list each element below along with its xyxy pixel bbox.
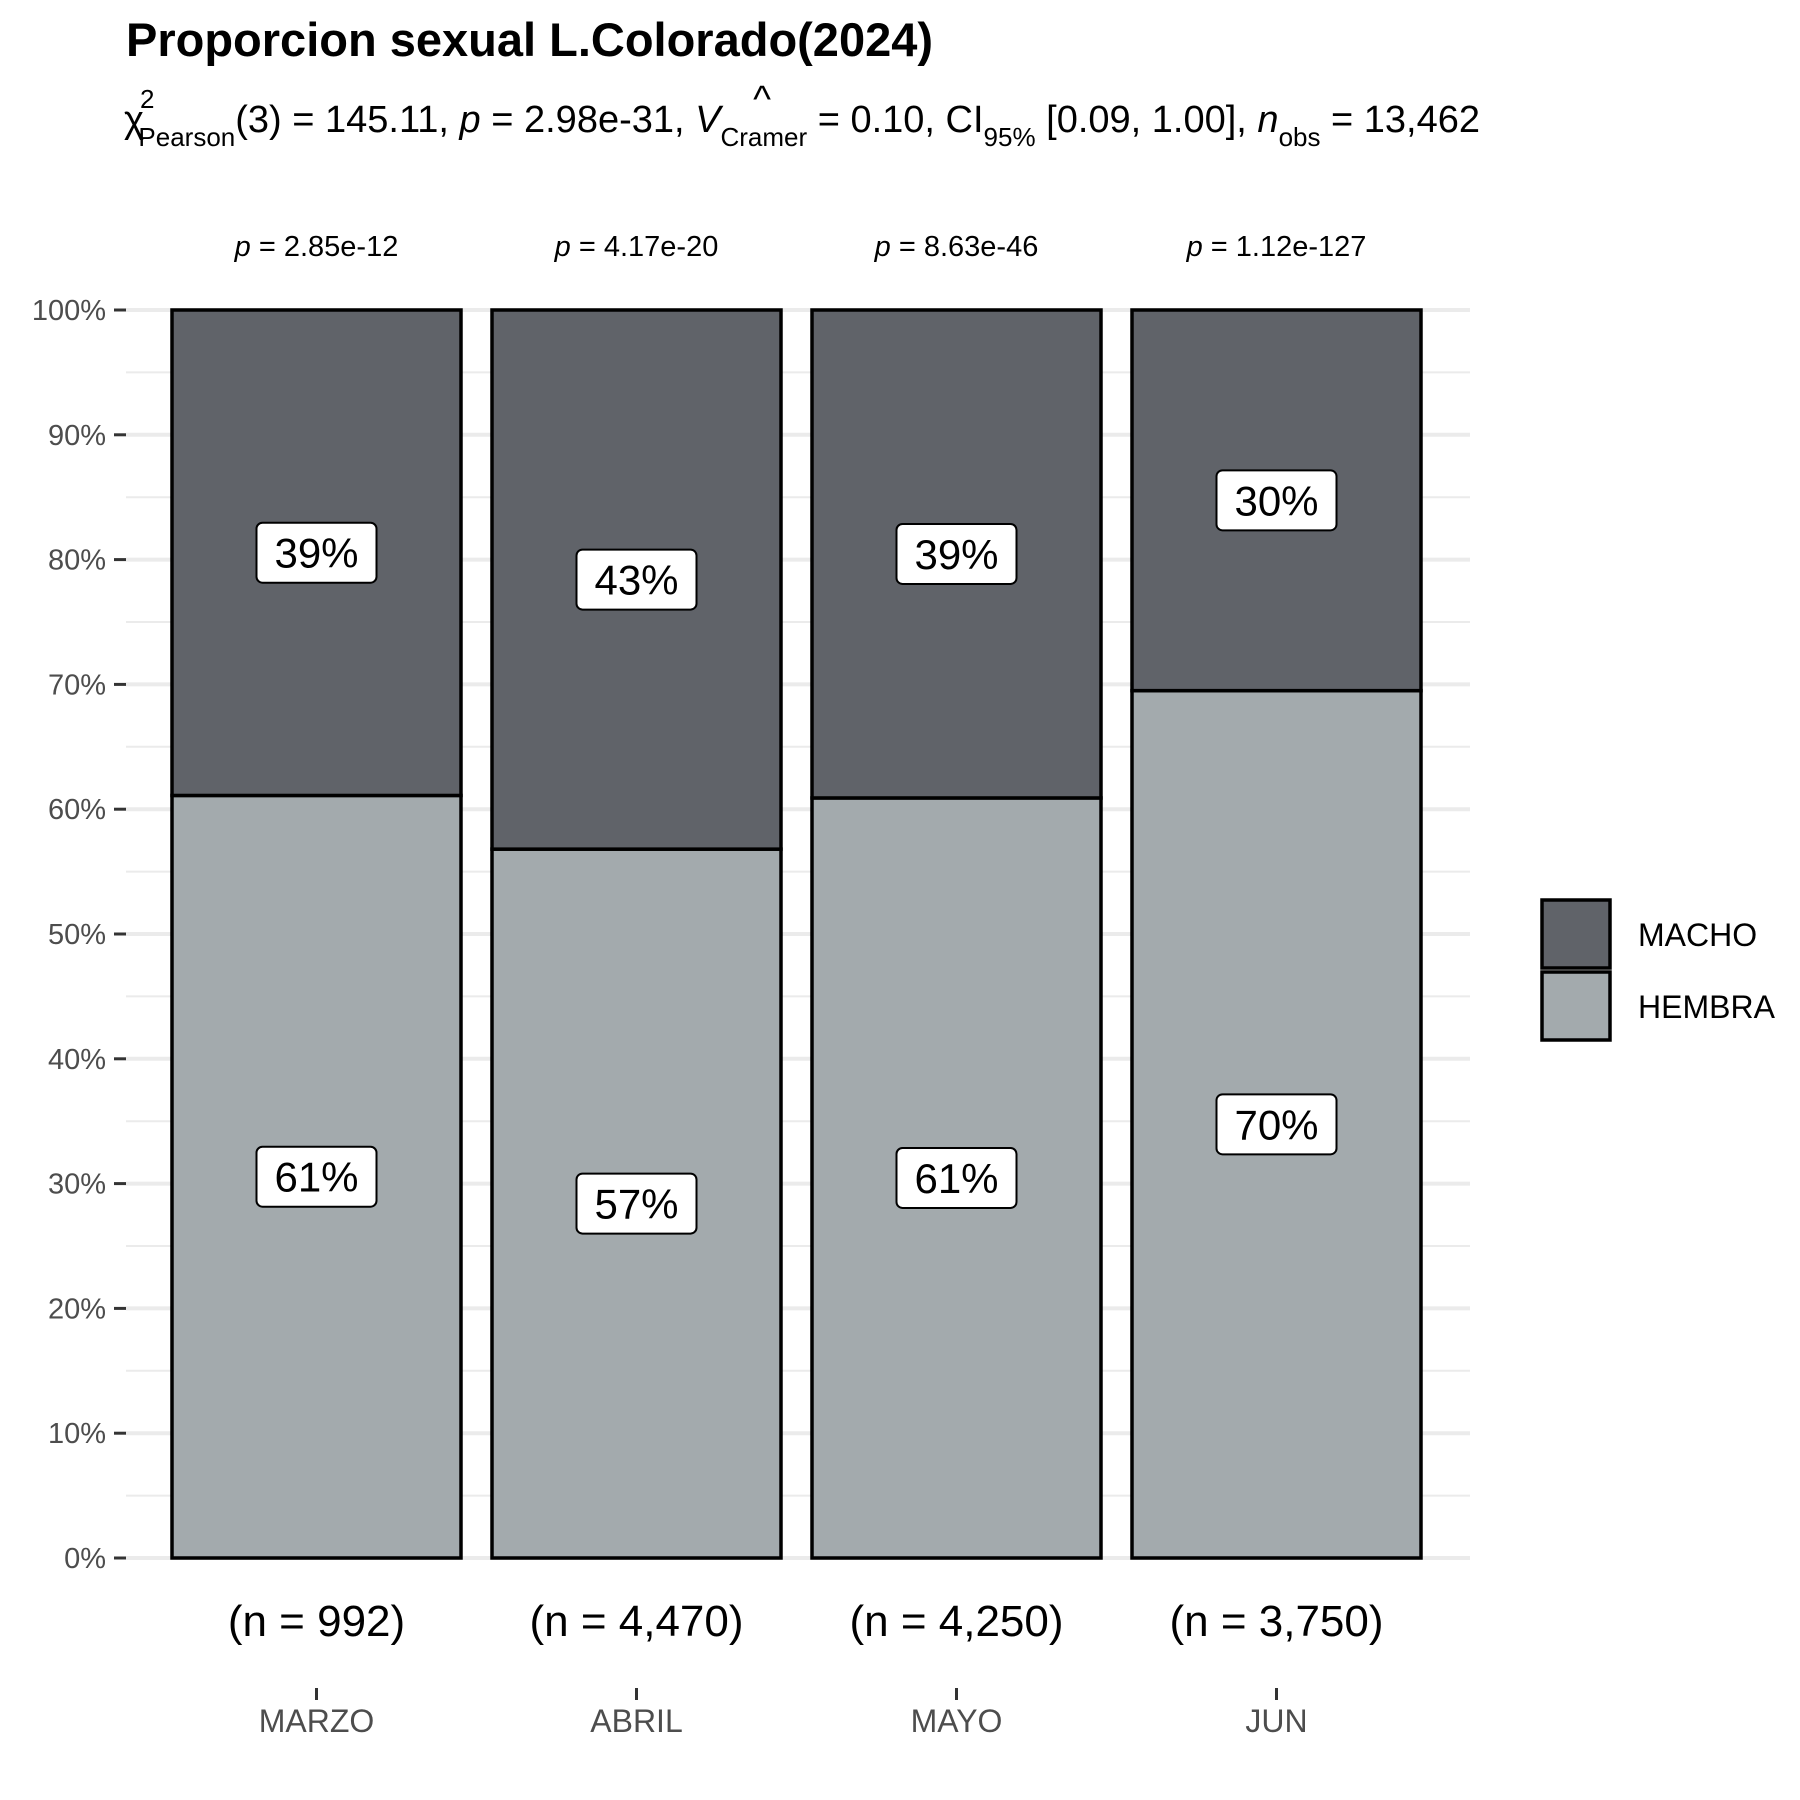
chart-subtitle: χ2 Pearson(3) = 145.11, p = 2.98e-31, VCr… xyxy=(124,84,1480,152)
subtitle-v-symbol: V xyxy=(695,99,724,141)
legend-label-macho: MACHO xyxy=(1638,917,1757,953)
p-value-label: p = 4.17e-20 xyxy=(554,231,719,263)
p-value-symbol: p xyxy=(874,231,891,263)
data-label: 61% xyxy=(274,1154,358,1201)
y-tick-label: 30% xyxy=(48,1169,106,1201)
legend-swatch-macho xyxy=(1540,898,1612,970)
chart-title: Proporcion sexual L.Colorado(2024) xyxy=(126,13,933,66)
y-tick-label: 60% xyxy=(48,794,106,826)
y-tick-label: 90% xyxy=(48,420,106,452)
data-label-box xyxy=(895,1146,1018,1209)
x-tick-label: MARZO xyxy=(259,1703,375,1739)
y-tick-label: 20% xyxy=(48,1293,106,1325)
subtitle-df: (3) = 145.11, xyxy=(235,99,459,141)
y-tick-label: 70% xyxy=(48,669,106,701)
p-value-number: = 4.17e-20 xyxy=(571,231,719,263)
y-tick-label: 80% xyxy=(48,545,106,577)
subtitle-chi: χ xyxy=(124,99,144,141)
subtitle-p-value: = 2.98e-31, xyxy=(481,99,695,141)
subtitle-ci-sub: 95% xyxy=(984,122,1036,152)
y-tick-label: 100% xyxy=(32,295,106,327)
data-label-box xyxy=(575,548,698,611)
x-tick-label: JUN xyxy=(1245,1703,1307,1739)
data-label: 61% xyxy=(914,1155,998,1202)
data-label: 57% xyxy=(594,1181,678,1228)
data-label-box xyxy=(255,1145,378,1208)
x-axis: p = 2.85e-12 (n = 992) MARZO p = 4.17e-20 (n… xyxy=(228,231,1384,1739)
subtitle-n-value: = 13,462 xyxy=(1320,99,1480,141)
p-value-symbol: p xyxy=(554,231,571,263)
data-label-box xyxy=(1215,1093,1338,1156)
p-value-symbol: p xyxy=(234,231,251,263)
y-tick-label: 10% xyxy=(48,1418,106,1450)
subtitle-n-symbol: n xyxy=(1257,99,1278,141)
subtitle-v-sub: Cramer xyxy=(720,122,807,152)
p-value-label: p = 1.12e-127 xyxy=(1186,231,1367,263)
legend-label-hembra: HEMBRA xyxy=(1638,989,1776,1025)
p-value-label: p = 8.63e-46 xyxy=(874,231,1039,263)
y-tick-label: 0% xyxy=(64,1543,106,1575)
data-label: 39% xyxy=(914,531,998,578)
subtitle-v-value: = 0.10, CI xyxy=(807,99,983,141)
data-label: 43% xyxy=(594,557,678,604)
p-value-number: = 2.85e-12 xyxy=(251,231,399,263)
subtitle-chi-sub: Pearson xyxy=(138,122,235,152)
n-count-label: (n = 4,470) xyxy=(529,1597,743,1646)
data-label-box xyxy=(575,1172,698,1235)
data-label-box xyxy=(895,522,1018,585)
subtitle-p-symbol: p xyxy=(459,99,481,141)
data-label: 30% xyxy=(1234,477,1318,524)
p-value-label: p = 2.85e-12 xyxy=(234,231,399,263)
data-label: 70% xyxy=(1234,1101,1318,1148)
x-tick-label: ABRIL xyxy=(590,1703,682,1739)
p-value-number: = 1.12e-127 xyxy=(1203,231,1367,263)
n-count-label: (n = 4,250) xyxy=(849,1597,1063,1646)
y-axis: 0% 10% 20% 30% 40% 50% 60% 70% 80% 90% 100% xyxy=(32,295,126,1575)
n-count-label: (n = 3,750) xyxy=(1169,1597,1383,1646)
data-label-box xyxy=(1215,469,1338,532)
data-labels-layer: 61% 39% 57% 43% 61% 39% 70% 30% xyxy=(255,469,1338,1235)
subtitle-n-sub: obs xyxy=(1279,122,1321,152)
p-value-number: = 8.63e-46 xyxy=(891,231,1039,263)
p-value-symbol: p xyxy=(1186,231,1203,263)
y-tick-label: 50% xyxy=(48,919,106,951)
data-label: 39% xyxy=(274,530,358,577)
subtitle-ci-value: [0.09, 1.00], xyxy=(1036,99,1258,141)
subtitle-v-hat: ^ xyxy=(753,79,771,121)
x-tick-label: MAYO xyxy=(911,1703,1003,1739)
n-count-label: (n = 992) xyxy=(228,1597,405,1646)
legend-swatch-hembra xyxy=(1540,970,1612,1042)
y-tick-label: 40% xyxy=(48,1044,106,1076)
data-label-box xyxy=(255,521,378,584)
legend: MACHO HEMBRA xyxy=(1540,898,1776,1042)
subtitle-chi-sup: 2 xyxy=(140,84,154,114)
